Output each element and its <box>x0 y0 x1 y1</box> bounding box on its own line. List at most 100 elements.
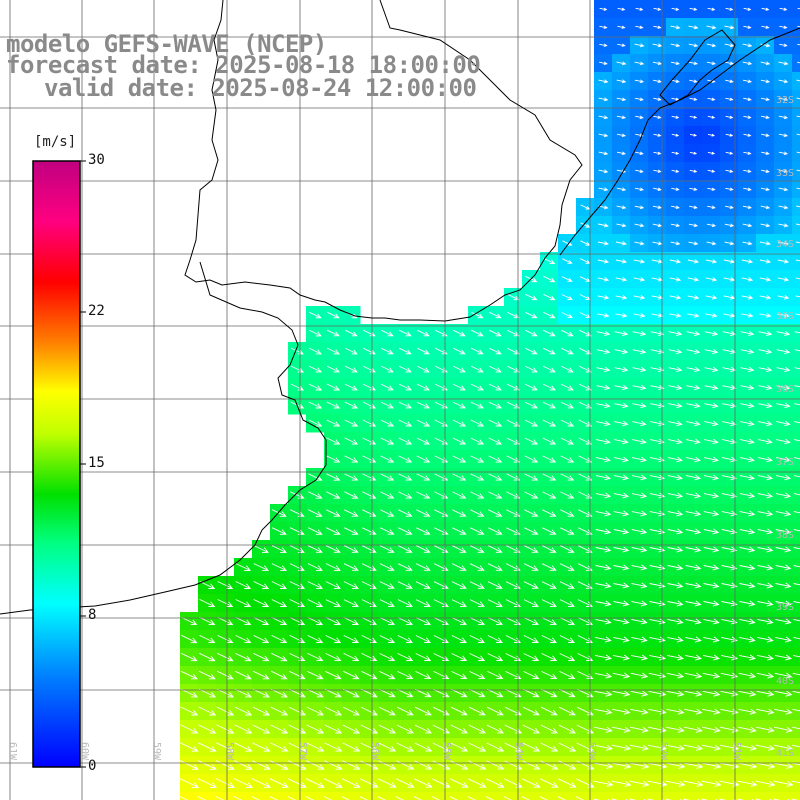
wind-arrow <box>758 366 773 373</box>
wind-arrow <box>433 653 450 661</box>
wind-arrow <box>433 670 450 680</box>
wind-arrow <box>541 617 558 625</box>
wind-speed-cell <box>234 792 253 800</box>
wind-arrow <box>287 796 296 800</box>
wind-speed-cell <box>792 36 800 55</box>
wind-arrow <box>542 563 557 571</box>
wind-arrow <box>326 365 340 373</box>
wind-arrow <box>324 724 343 734</box>
wind-speed-cell <box>792 414 800 433</box>
wind-arrow <box>741 259 754 264</box>
wind-arrow <box>543 347 556 355</box>
wind-arrow <box>743 25 752 29</box>
wind-arrow <box>414 742 433 752</box>
wind-arrow <box>630 690 649 697</box>
wind-arrow <box>489 329 502 337</box>
wind-arrow <box>724 61 735 66</box>
wind-arrow <box>578 455 593 463</box>
wind-arrow <box>344 437 359 445</box>
wind-arrow <box>470 437 485 445</box>
wind-arrow <box>653 187 662 191</box>
wind-arrow <box>542 383 556 391</box>
wind-arrow <box>199 598 216 608</box>
wind-arrow <box>470 401 485 409</box>
wind-speed-cell <box>216 792 235 800</box>
wind-arrow <box>524 383 538 391</box>
wind-arrow <box>738 708 757 715</box>
wind-arrow <box>306 688 324 698</box>
wind-arrow <box>324 706 343 716</box>
wind-arrow <box>325 563 341 571</box>
wind-arrow <box>181 634 198 644</box>
wind-arrow <box>688 223 699 228</box>
wind-arrow <box>775 546 792 553</box>
wind-arrow <box>684 708 703 715</box>
wind-arrow <box>668 420 683 427</box>
wind-arrow <box>703 600 720 607</box>
wind-arrow <box>343 563 359 571</box>
wind-arrow <box>452 383 466 391</box>
wind-arrow <box>667 510 684 517</box>
wind-arrow <box>634 43 645 48</box>
wind-arrow <box>381 329 394 337</box>
wind-arrow <box>342 778 361 788</box>
wind-arrow <box>307 635 324 643</box>
wind-arrow <box>253 652 270 662</box>
wind-arrow <box>180 724 199 734</box>
wind-arrow <box>542 491 557 499</box>
wind-speed-cell <box>792 720 800 739</box>
wind-arrow <box>341 796 350 800</box>
wind-arrow <box>793 636 800 640</box>
wind-arrow <box>343 617 360 625</box>
wind-arrow <box>506 563 521 571</box>
wind-arrow <box>613 528 630 535</box>
wind-arrow <box>416 509 431 517</box>
wind-arrow <box>667 474 684 481</box>
wind-arrow <box>612 726 631 733</box>
wind-arrow <box>433 635 450 643</box>
wind-arrow <box>524 455 539 463</box>
wind-arrow <box>597 313 610 318</box>
wind-arrow <box>794 331 800 334</box>
wind-arrow <box>217 616 234 626</box>
wind-arrow <box>595 564 612 571</box>
wind-arrow <box>774 690 793 697</box>
wind-arrow <box>345 329 358 337</box>
wind-arrow <box>757 546 774 553</box>
wind-arrow <box>758 330 773 336</box>
wind-arrow <box>525 347 538 355</box>
lat-label: 32S <box>775 95 794 106</box>
wind-arrow <box>362 401 377 409</box>
wind-arrow <box>378 760 397 770</box>
wind-arrow <box>594 708 613 715</box>
wind-speed-cell <box>432 792 451 800</box>
wind-speed-cell <box>792 396 800 415</box>
wind-arrow <box>777 241 790 246</box>
wind-speed-cell <box>702 792 721 800</box>
wind-arrow <box>613 492 630 499</box>
colorbar-tick-label: 30 <box>88 152 105 168</box>
wind-arrow <box>415 581 431 589</box>
wind-arrow <box>778 151 789 156</box>
wind-arrow <box>398 509 413 517</box>
wind-arrow <box>595 600 612 607</box>
wind-arrow <box>487 688 504 698</box>
wind-arrow <box>217 599 234 607</box>
wind-arrow <box>450 778 469 788</box>
wind-arrow <box>199 634 216 644</box>
wind-arrow <box>559 653 576 661</box>
wind-arrow <box>287 778 307 788</box>
wind-arrow <box>524 545 539 553</box>
wind-arrow <box>253 599 270 607</box>
wind-arrow <box>469 581 485 589</box>
wind-arrow <box>740 420 755 427</box>
wind-arrow <box>667 636 684 643</box>
wind-arrow <box>470 563 485 571</box>
wind-arrow <box>541 670 558 680</box>
wind-arrow <box>635 169 644 174</box>
wind-arrow <box>778 115 789 120</box>
wind-arrow <box>632 438 647 445</box>
wind-arrow <box>596 438 611 445</box>
wind-arrow <box>760 205 771 210</box>
wind-speed-cell <box>450 792 469 800</box>
